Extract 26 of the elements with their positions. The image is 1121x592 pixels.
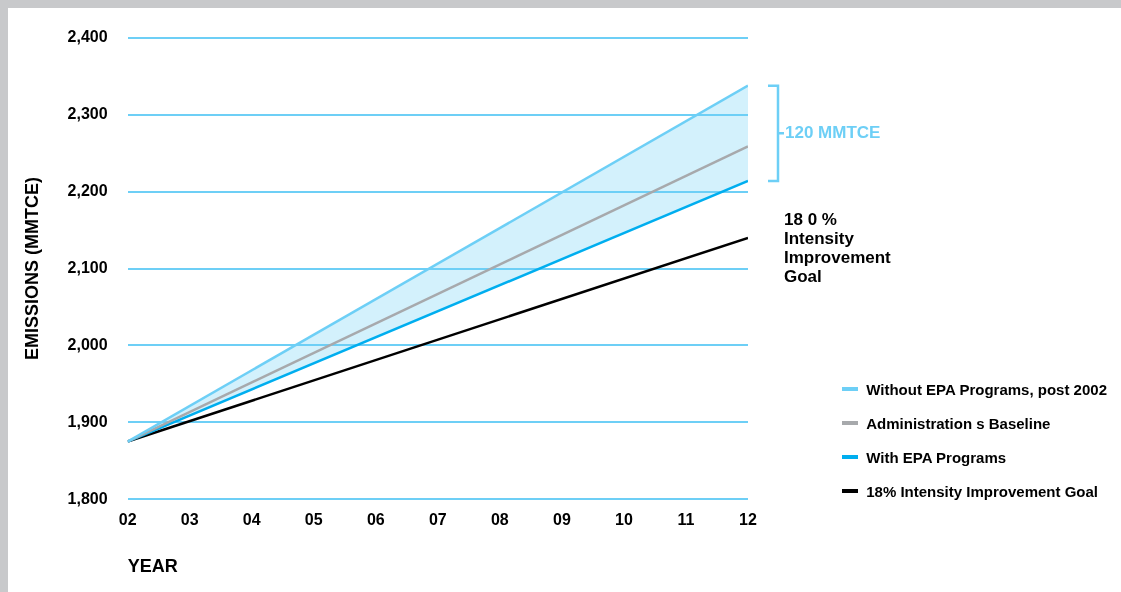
x-tick-label: 05 [304, 511, 323, 529]
x-tick-label: 02 [118, 511, 137, 529]
x-tick-label: 12 [739, 511, 757, 529]
y-tick-label: 2,200 [67, 182, 108, 200]
x-tick-label: 08 [490, 511, 509, 529]
y-axis-title: EMISSIONS (MMTCE) [21, 177, 42, 361]
y-tick-label: 2,400 [67, 28, 108, 46]
annotation: 120 MMTCE [785, 123, 881, 142]
legend-label: Administration s Baseline [866, 414, 1051, 432]
x-axis-title: YEAR [127, 556, 178, 577]
legend-label: Without EPA Programs, post 2002 [866, 380, 1107, 398]
x-tick-label: 11 [677, 511, 695, 529]
legend-label: With EPA Programs [866, 448, 1007, 466]
x-tick-label: 09 [552, 511, 571, 529]
y-tick-label: 1,900 [67, 412, 108, 430]
y-tick-label: 2,300 [67, 105, 108, 123]
x-tick-label: 10 [615, 511, 633, 529]
annotation: 18 0 % Intensity Improvement Goal [784, 209, 892, 286]
y-tick-label: 2,100 [67, 259, 108, 277]
y-tick-label: 1,800 [67, 489, 108, 507]
y-tick-label: 2,000 [67, 335, 108, 353]
x-tick-label: 04 [242, 511, 261, 529]
legend-label: 18% Intensity Improvement Goal [866, 482, 1098, 500]
x-tick-label: 03 [180, 511, 199, 529]
x-tick-label: 07 [428, 511, 447, 529]
x-tick-label: 06 [366, 511, 385, 529]
